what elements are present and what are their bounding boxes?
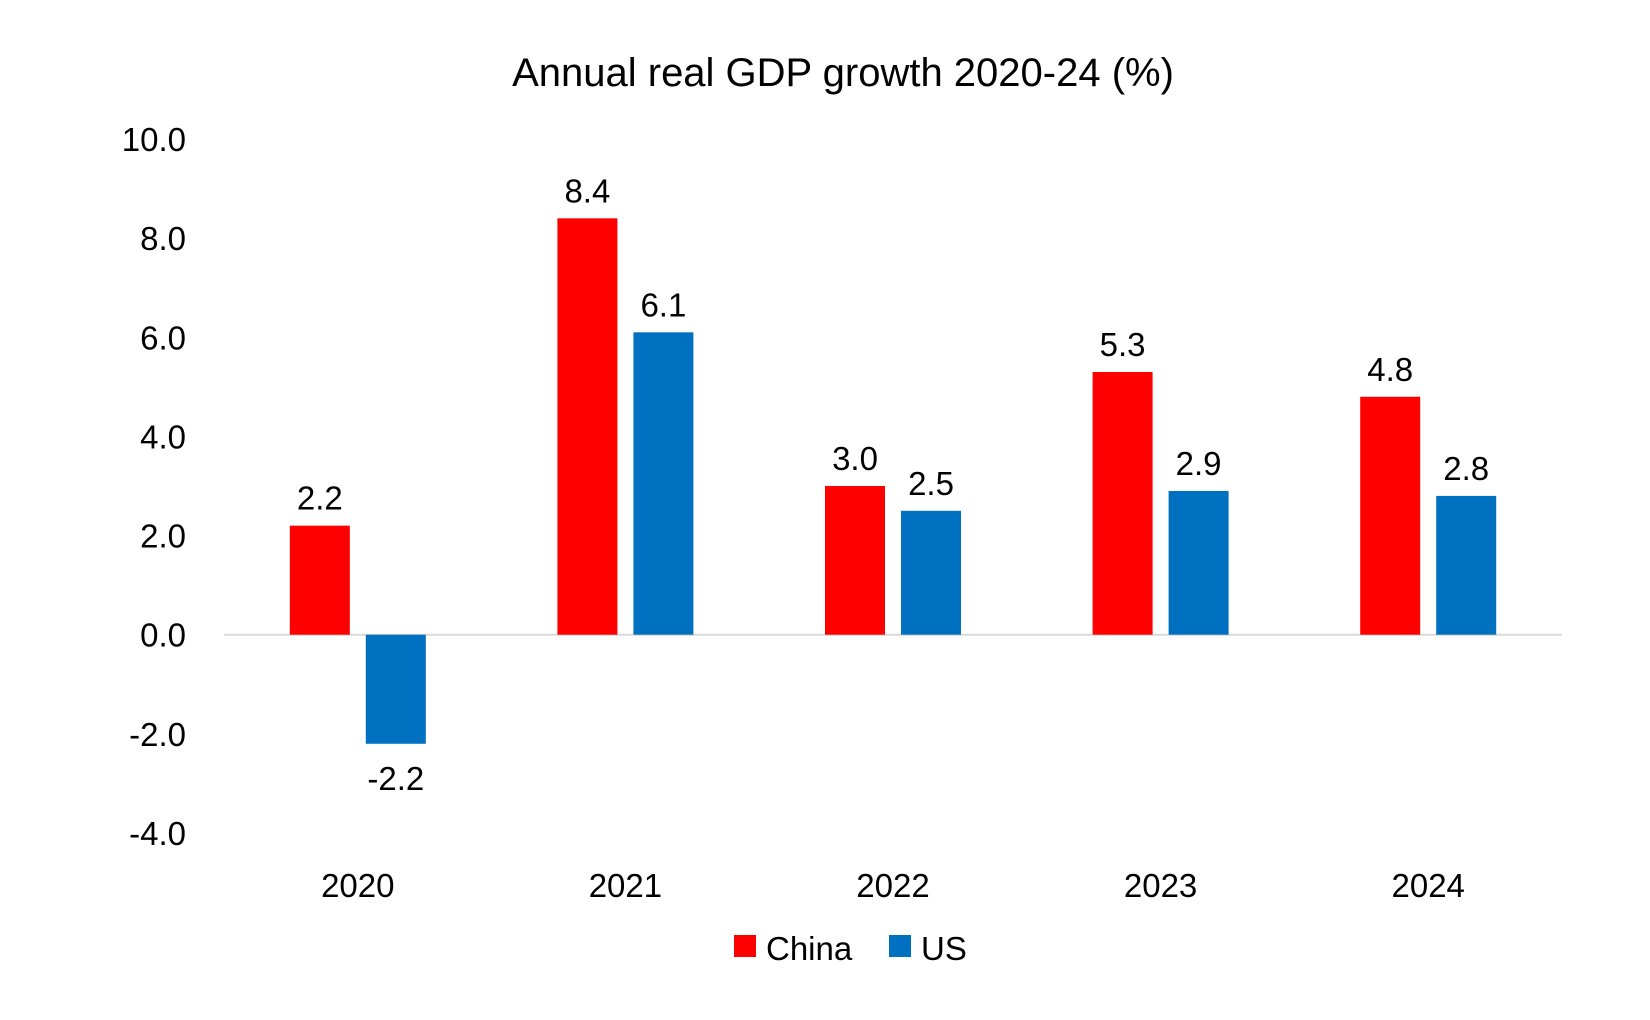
legend: China US (734, 930, 967, 967)
y-tick-label: -2.0 (129, 716, 186, 753)
data-label-china-2022: 3.0 (832, 440, 878, 477)
bar-us-2022 (901, 510, 961, 635)
bar-us-2023 (1168, 490, 1229, 635)
bar-us-2021 (633, 332, 694, 635)
data-label-china-2024: 4.8 (1367, 351, 1413, 388)
y-tick-label: 0.0 (140, 617, 186, 654)
y-axis: -4.0 -2.0 0.0 2.0 4.0 6.0 8.0 10.0 (122, 121, 186, 852)
data-label-us-2020: -2.2 (367, 760, 424, 797)
data-label-china-2023: 5.3 (1100, 326, 1146, 363)
x-tick-label: 2021 (589, 867, 662, 904)
data-label-us-2021: 6.1 (640, 286, 686, 323)
chart-title: Annual real GDP growth 2020-24 (%) (512, 51, 1174, 95)
data-label-china-2021: 8.4 (564, 172, 610, 209)
y-tick-label: -4.0 (129, 815, 186, 852)
legend-label-us: US (921, 930, 967, 967)
data-label-us-2024: 2.8 (1443, 450, 1489, 487)
x-tick-label: 2023 (1124, 867, 1197, 904)
legend-label-china: China (766, 930, 853, 967)
legend-swatch-china (734, 935, 756, 957)
bar-china-2023 (1092, 371, 1153, 635)
y-tick-label: 8.0 (140, 220, 186, 257)
bar-china-2022 (825, 486, 885, 635)
legend-swatch-us (889, 935, 911, 957)
bar-us-2024 (1436, 495, 1497, 635)
bar-series-group: 2.2 -2.2 8.4 6.1 3.0 2.5 5.3 2.9 4.8 2.8 (289, 172, 1497, 797)
x-tick-label: 2020 (321, 867, 394, 904)
bar-china-2021 (557, 218, 618, 635)
bar-china-2020 (289, 525, 350, 635)
bar-us-2020 (365, 634, 426, 744)
x-axis: 2020 2021 2022 2023 2024 (321, 867, 1465, 904)
data-label-us-2022: 2.5 (908, 465, 954, 502)
data-label-us-2023: 2.9 (1176, 445, 1222, 482)
x-tick-label: 2022 (856, 867, 929, 904)
y-tick-label: 4.0 (140, 418, 186, 455)
y-tick-label: 6.0 (140, 319, 186, 356)
y-tick-label: 2.0 (140, 518, 186, 555)
bar-china-2024 (1360, 396, 1421, 635)
y-tick-label: 10.0 (122, 121, 186, 158)
x-tick-label: 2024 (1391, 867, 1464, 904)
data-label-china-2020: 2.2 (297, 480, 343, 517)
